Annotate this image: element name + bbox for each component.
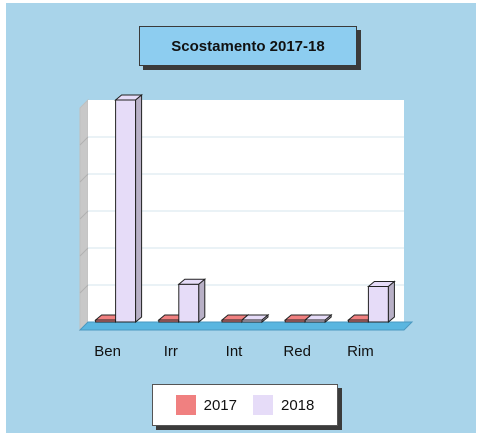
bar-rim-2018 (367, 280, 396, 324)
legend-swatch-2018 (253, 395, 273, 415)
bar-irr-2018 (177, 278, 207, 324)
chart-legend: 2017 2018 (152, 384, 338, 426)
legend-swatch-2017 (175, 395, 196, 415)
chart-bars (94, 93, 396, 324)
gridline-wall (79, 284, 89, 294)
x-tick-red: Red (283, 343, 311, 360)
bar-ben-2018 (114, 93, 143, 324)
x-tick-irr: Irr (164, 343, 178, 360)
bar-front (115, 99, 137, 323)
bar-side (198, 278, 206, 324)
bar-red-2018 (303, 313, 333, 324)
bar-side (324, 313, 332, 324)
bar-int-2018 (240, 313, 270, 324)
legend-label-2018: 2018 (281, 396, 315, 414)
bar-side (261, 313, 269, 324)
x-axis-tick-labels: Ben Irr Int Red Rim (94, 343, 373, 360)
legend-label-2017: 2017 (203, 396, 237, 414)
gridline-wall (79, 136, 89, 146)
gridline-wall (79, 173, 89, 183)
chart-title: Scostamento 2017-18 (139, 26, 357, 66)
bar-front (178, 283, 200, 323)
bar-side (135, 93, 143, 324)
legend-item-2018: 2018 (253, 395, 314, 415)
gridline-wall (79, 247, 89, 257)
x-tick-rim: Rim (347, 343, 374, 360)
chart-title-text: Scostamento 2017-18 (171, 37, 325, 55)
legend-item-2017: 2017 (175, 395, 237, 415)
bar-side (387, 280, 395, 324)
bar-front (367, 285, 389, 323)
chart-floor (78, 321, 414, 331)
gridline-wall (79, 210, 89, 220)
x-tick-ben: Ben (94, 343, 121, 360)
x-tick-int: Int (226, 343, 244, 360)
